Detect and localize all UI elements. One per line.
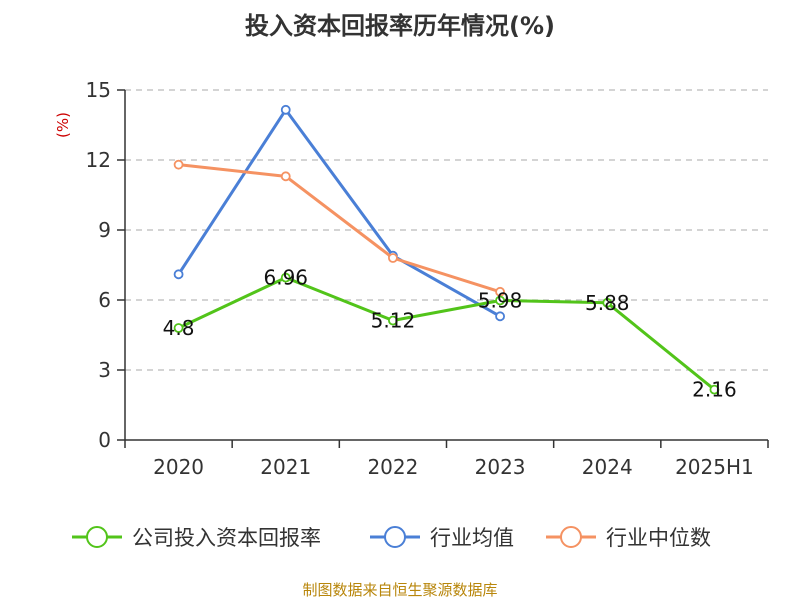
y-tick-label-2: 6 [98,288,111,312]
y-tick-label-5: 15 [86,78,111,102]
point-1-1 [280,104,291,115]
x-tick-label-5: 2025H1 [675,455,754,479]
legend-label-1: 行业均值 [430,526,514,550]
x-tick-label-3: 2023 [475,455,526,479]
series-2 [173,159,505,297]
point-0-4 [602,297,613,308]
y-axis-tick-labels: 0 3 6 9 12 15 [86,78,111,452]
x-tick-label-0: 2020 [153,455,204,479]
chart-title: 投入资本回报率历年情况(%) [245,12,555,40]
x-tick-label-4: 2024 [582,455,633,479]
point-0-5 [709,384,720,395]
grid-lines [125,89,768,371]
point-1-0 [173,269,184,280]
data-label-3: 5.98 [478,288,523,312]
data-label-2: 5.12 [371,309,416,333]
point-2-1 [280,171,291,182]
point-2-2 [388,253,398,263]
y-tick-label-0: 0 [98,428,111,452]
axes [117,89,769,448]
legend: 公司投入资本回报率 行业均值 行业中位数 [72,526,711,550]
series-line-0 [177,276,716,391]
y-tick-label-1: 3 [98,358,111,382]
point-2-0 [173,159,184,170]
x-tick-label-1: 2021 [260,455,311,479]
point-1-3 [495,311,505,322]
point-0-0 [173,323,184,333]
data-label-1: 6.96 [263,266,308,290]
legend-marker-2 [560,526,582,548]
data-labels: 4.8 6.96 5.12 5.98 5.88 2.16 [163,266,737,402]
legend-item-1: 行业均值 [370,526,514,550]
legend-marker-0 [86,526,108,548]
series-line-1 [177,108,501,318]
legend-item-2: 行业中位数 [546,526,711,550]
legend-label-0: 公司投入资本回报率 [132,526,321,550]
point-0-1 [280,272,291,283]
point-0-2 [388,315,398,326]
source-note: 制图数据来自恒生聚源数据库 [302,581,497,599]
y-tick-label-4: 12 [86,148,111,172]
legend-marker-1 [384,526,406,548]
legend-label-2: 行业中位数 [606,526,711,550]
series-0 [173,272,720,395]
data-label-0: 4.8 [163,316,195,340]
x-tick-label-2: 2022 [367,455,418,479]
data-label-5: 2.16 [692,378,737,402]
series-line-2 [178,163,501,294]
legend-item-0: 公司投入资本回报率 [72,526,321,550]
series-1 [173,104,505,322]
point-0-3 [495,295,505,306]
y-axis-label: (%) [54,112,72,138]
data-label-4: 5.88 [585,291,630,315]
y-tick-label-3: 9 [98,218,111,242]
series-lines [173,104,720,395]
x-axis-tick-labels: 2020 2021 2022 2023 2024 2025H1 [153,455,754,479]
